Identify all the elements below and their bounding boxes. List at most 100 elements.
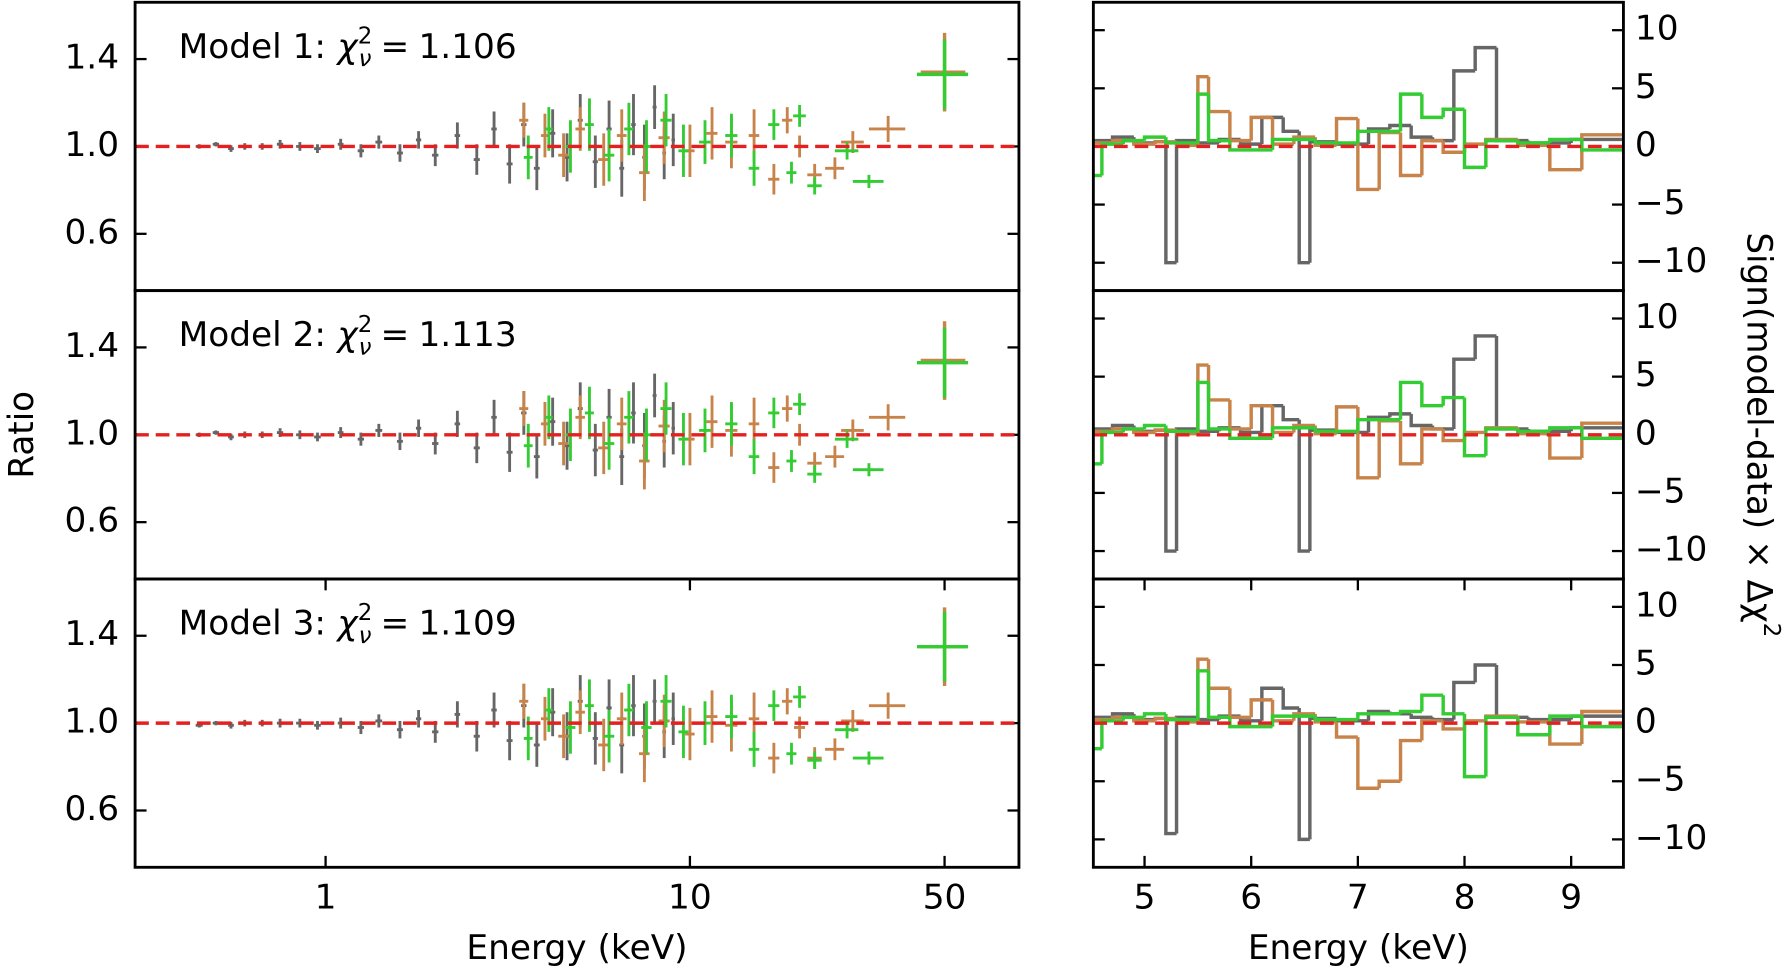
step-bin (1164, 718, 1177, 836)
step-bin (1366, 415, 1390, 433)
step-bin (1174, 138, 1198, 263)
step-bin (1292, 423, 1316, 433)
step-bin (1526, 717, 1572, 722)
x-axis-label: Energy (keV) (466, 928, 687, 968)
step-bin (1548, 145, 1582, 172)
step-bin (1281, 117, 1300, 134)
step-bin (1313, 716, 1358, 722)
y-tick-label: 10 (1635, 9, 1679, 49)
step-bin (1398, 420, 1422, 466)
step-bin (1462, 397, 1486, 458)
step-bin (1580, 427, 1624, 440)
step-bin (1121, 138, 1145, 145)
y-axis-label-text: Ratio (1, 391, 41, 479)
step-bin (1366, 127, 1390, 145)
panel: 0.6 1.0 1.4 Ratio Model 2: χ2 ν = 1.113 (1, 289, 1021, 581)
step-bin (1420, 427, 1444, 464)
annotation-model: Model 3: (179, 603, 326, 643)
step-bin (1206, 365, 1230, 402)
step-bin (1398, 738, 1422, 782)
step-bin (1270, 426, 1316, 439)
panel: −10 −5 0 5 10 5 6 7 8 9 Energy (keV) (1091, 577, 1707, 968)
x-tick-label: 8 (1454, 878, 1476, 918)
y-tick-label: 1.4 (64, 614, 119, 654)
step-bin (1548, 721, 1582, 746)
y-tick-label: 10 (1635, 297, 1679, 337)
step-bin (1174, 715, 1198, 834)
step-bin (1473, 663, 1497, 683)
step-bin (1100, 430, 1124, 464)
step-bin (1388, 412, 1412, 418)
annotation: Model 3: χ2 ν = 1.109 (179, 600, 517, 649)
annotation-value: 1.109 (418, 603, 516, 643)
annotation: Model 2: χ2 ν = 1.113 (179, 311, 517, 360)
y-axis-label-text: Sign(model-data) × Δχ (1739, 232, 1779, 622)
step-bin (1494, 664, 1529, 720)
plot-frame (1091, 577, 1625, 869)
y-tick-label: −5 (1635, 471, 1686, 511)
y-axis-label: Sign(model-data) × Δχ2 (1739, 232, 1785, 637)
step-bin (1249, 698, 1273, 718)
step-bin (1452, 680, 1476, 720)
step-bin (1292, 712, 1316, 721)
step-bin (1473, 334, 1497, 360)
step-bin (1100, 719, 1124, 749)
step-bin (1441, 428, 1465, 443)
y-tick-label: 1.0 (64, 125, 119, 165)
step-bin (1334, 721, 1358, 739)
annotation-sub: ν (359, 334, 372, 360)
x-tick-label: 10 (668, 878, 712, 918)
step-bin (1548, 137, 1582, 143)
annotation-model: Model 1: (179, 26, 326, 66)
step-bin (1462, 713, 1486, 779)
step-bin (1206, 382, 1230, 431)
step-bin (1228, 688, 1252, 720)
step-bin (1548, 433, 1582, 460)
annotation-value: 1.106 (418, 26, 516, 66)
step-bin (1196, 380, 1209, 432)
step-bin (1377, 779, 1401, 789)
annotation: Model 1: χ2 ν = 1.106 (179, 23, 517, 72)
step-bin (1313, 139, 1358, 145)
step-bin (1164, 137, 1198, 145)
annotation-sub: ν (359, 622, 372, 648)
step-bin (1452, 69, 1476, 141)
step-bin (1377, 419, 1401, 478)
y-tick-label: 0.6 (64, 501, 119, 541)
step-bin (1196, 92, 1209, 143)
y-tick-label: −10 (1635, 818, 1707, 858)
step-bin (1409, 125, 1433, 139)
y-tick-label: 10 (1635, 585, 1679, 625)
y-tick-label: 1.4 (64, 38, 119, 78)
step-bin (1580, 139, 1624, 152)
x-tick-label: 7 (1347, 878, 1369, 918)
step-bin (1249, 404, 1273, 429)
step-bin (1580, 709, 1624, 745)
step-bin (1494, 47, 1529, 143)
x-tick-label: 9 (1560, 878, 1582, 918)
annotation-sub: ν (359, 46, 372, 72)
step-bin (1452, 357, 1476, 429)
step-bin (1409, 413, 1433, 428)
step-bin (1420, 94, 1444, 120)
y-tick-label: 0 (1635, 413, 1657, 453)
step-bin (1441, 695, 1465, 716)
y-axis-label: Ratio (1, 391, 41, 479)
annotation-symbol: χ (335, 26, 359, 66)
step-bin (1420, 719, 1444, 741)
step-bin (1270, 714, 1316, 727)
step-bin (1516, 428, 1550, 434)
annotation-sup: 2 (358, 311, 373, 337)
x-tick-label: 6 (1240, 878, 1262, 918)
step-bin (1206, 659, 1230, 690)
step-bin (1356, 417, 1401, 432)
step-bin (1228, 111, 1252, 143)
y-tick-label: −5 (1635, 183, 1686, 223)
step-bin (1548, 426, 1582, 432)
step-bin (1297, 708, 1310, 842)
step-bin (1356, 712, 1401, 720)
annotation-equals: = (381, 603, 410, 643)
annotation-symbol: χ (335, 603, 359, 643)
step-bin (1281, 688, 1300, 710)
